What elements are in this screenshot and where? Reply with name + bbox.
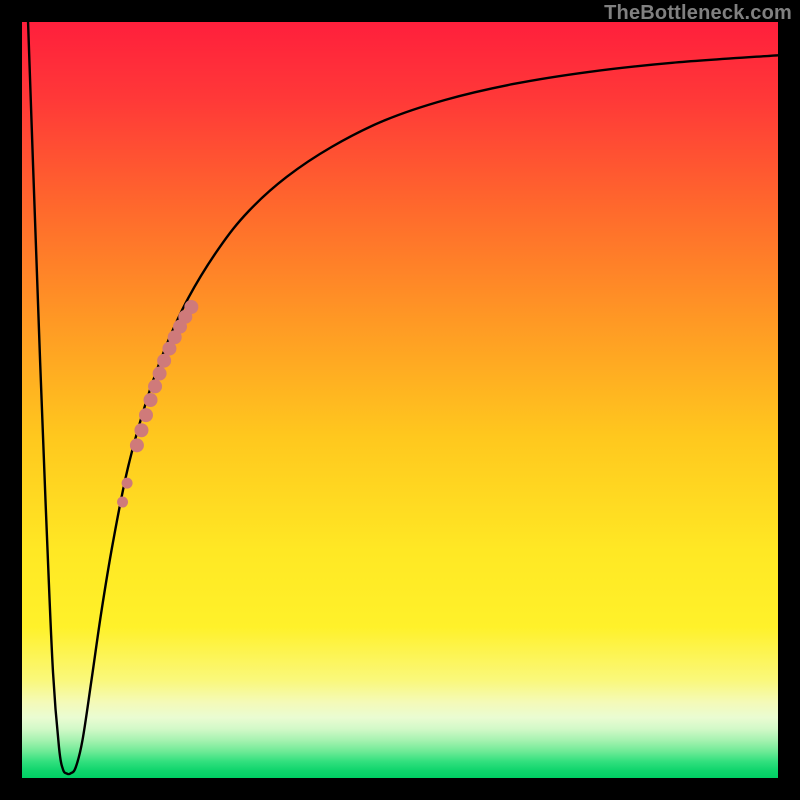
stage: TheBottleneck.com (0, 0, 800, 800)
marker-dot (117, 497, 128, 508)
marker-dot (122, 478, 133, 489)
marker-dot (148, 379, 162, 393)
marker-dot (139, 408, 153, 422)
bottleneck-chart (0, 0, 800, 800)
marker-dot (157, 354, 171, 368)
marker-dot (130, 438, 144, 452)
marker-dot (184, 300, 198, 314)
plot-area (22, 22, 778, 778)
marker-dot (153, 367, 167, 381)
watermark-text: TheBottleneck.com (604, 2, 792, 25)
marker-dot (144, 393, 158, 407)
marker-dot (134, 423, 148, 437)
